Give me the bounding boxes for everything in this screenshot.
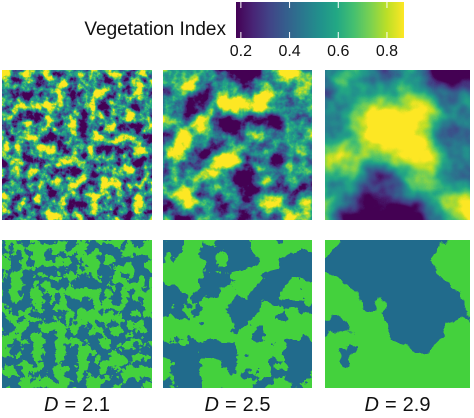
colorbar <box>236 2 404 38</box>
panel-variable: D <box>205 394 219 416</box>
binary-map <box>325 240 470 388</box>
panel-label: D = 2.1 <box>44 394 110 416</box>
panel-label: D = 2.9 <box>365 394 431 416</box>
panel-variable: D <box>44 394 58 416</box>
colorbar-tick-label: 0.2 <box>230 43 252 60</box>
panel-value: 2.5 <box>243 394 271 416</box>
panel-operator: = <box>64 394 76 416</box>
vegetation-map <box>2 70 152 220</box>
panel-value: 2.9 <box>403 394 431 416</box>
panel-value: 2.1 <box>82 394 110 416</box>
panel-variable: D <box>365 394 379 416</box>
vegetation-map <box>163 70 312 220</box>
colorbar-label: Vegetation Index <box>84 19 226 40</box>
panel-operator: = <box>225 394 237 416</box>
panel-label: D = 2.5 <box>205 394 271 416</box>
colorbar-tick-label: 0.4 <box>278 43 300 60</box>
colorbar-tick-label: 0.6 <box>327 43 349 60</box>
binary-map <box>163 240 312 388</box>
binary-map <box>2 240 152 388</box>
panel-operator: = <box>385 394 397 416</box>
vegetation-map <box>325 70 470 220</box>
colorbar-tick-label: 0.8 <box>376 43 398 60</box>
